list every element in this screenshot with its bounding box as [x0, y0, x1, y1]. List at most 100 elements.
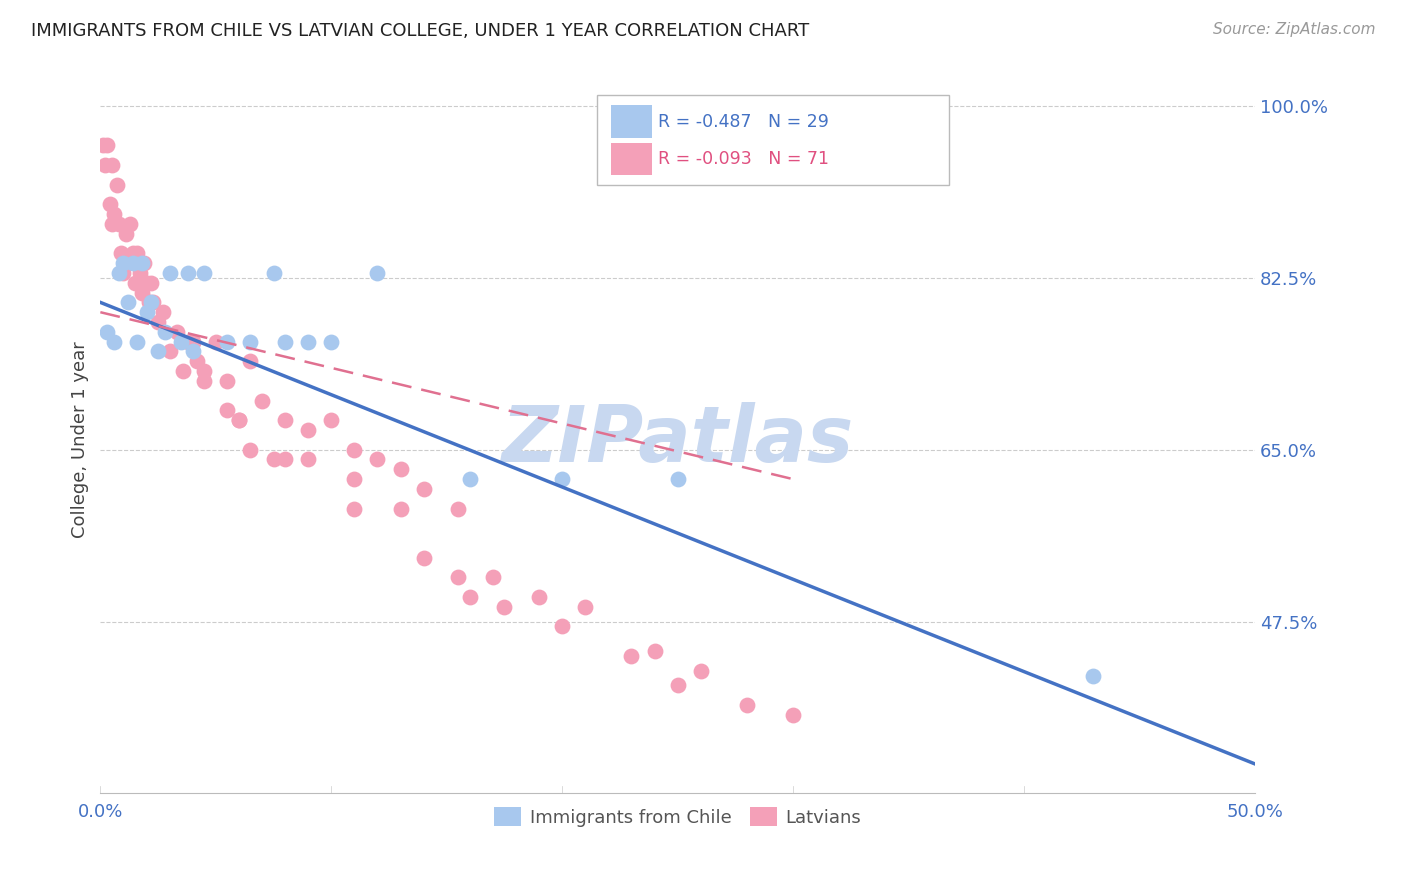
- Point: [274, 413, 297, 427]
- Point: [274, 334, 297, 349]
- Point: [343, 501, 366, 516]
- Point: [186, 354, 208, 368]
- Point: [217, 403, 239, 417]
- Point: [181, 344, 204, 359]
- Point: [263, 452, 285, 467]
- Point: [574, 599, 596, 614]
- Point: [343, 472, 366, 486]
- Point: [91, 138, 114, 153]
- Point: [782, 707, 804, 722]
- Point: [166, 325, 188, 339]
- Point: [735, 698, 758, 712]
- Point: [141, 276, 163, 290]
- Text: R = -0.487   N = 29: R = -0.487 N = 29: [658, 112, 830, 131]
- Point: [412, 550, 434, 565]
- Point: [120, 217, 142, 231]
- Point: [131, 256, 153, 270]
- Point: [482, 570, 505, 584]
- Point: [141, 295, 163, 310]
- Point: [181, 334, 204, 349]
- Point: [135, 305, 157, 319]
- Point: [152, 305, 174, 319]
- Text: R = -0.093   N = 71: R = -0.093 N = 71: [658, 150, 830, 169]
- Point: [153, 325, 176, 339]
- Point: [108, 266, 131, 280]
- Point: [321, 413, 343, 427]
- Point: [447, 501, 470, 516]
- Point: [159, 266, 181, 280]
- Point: [172, 364, 194, 378]
- Point: [389, 501, 412, 516]
- Point: [121, 256, 143, 270]
- Point: [131, 285, 153, 300]
- Point: [193, 374, 215, 388]
- Point: [239, 354, 262, 368]
- Point: [121, 246, 143, 260]
- Point: [297, 452, 319, 467]
- Point: [112, 256, 135, 270]
- Point: [217, 334, 239, 349]
- FancyBboxPatch shape: [610, 105, 652, 138]
- Point: [101, 217, 124, 231]
- Point: [644, 644, 666, 658]
- Point: [134, 256, 156, 270]
- Point: [458, 590, 481, 604]
- Point: [366, 452, 388, 467]
- Text: ZIPatlas: ZIPatlas: [502, 402, 853, 478]
- Point: [297, 423, 319, 437]
- Point: [689, 664, 711, 678]
- Point: [204, 334, 226, 349]
- Point: [177, 334, 200, 349]
- Point: [250, 393, 273, 408]
- Y-axis label: College, Under 1 year: College, Under 1 year: [72, 342, 89, 538]
- Point: [551, 619, 574, 633]
- Point: [103, 334, 125, 349]
- Point: [366, 266, 388, 280]
- Point: [620, 648, 643, 663]
- Point: [297, 334, 319, 349]
- Point: [527, 590, 550, 604]
- Point: [146, 315, 169, 329]
- Point: [94, 158, 117, 172]
- Point: [551, 472, 574, 486]
- Text: IMMIGRANTS FROM CHILE VS LATVIAN COLLEGE, UNDER 1 YEAR CORRELATION CHART: IMMIGRANTS FROM CHILE VS LATVIAN COLLEGE…: [31, 22, 810, 40]
- Point: [239, 334, 262, 349]
- Point: [177, 266, 200, 280]
- Point: [108, 217, 131, 231]
- Text: Source: ZipAtlas.com: Source: ZipAtlas.com: [1212, 22, 1375, 37]
- Point: [228, 413, 250, 427]
- Point: [96, 325, 118, 339]
- Point: [124, 276, 146, 290]
- Point: [96, 138, 118, 153]
- Point: [274, 452, 297, 467]
- Point: [389, 462, 412, 476]
- Point: [494, 599, 516, 614]
- Point: [217, 374, 239, 388]
- Point: [127, 246, 149, 260]
- Point: [193, 266, 215, 280]
- Point: [412, 482, 434, 496]
- Point: [110, 246, 132, 260]
- Point: [1083, 668, 1105, 682]
- Point: [228, 413, 250, 427]
- Point: [114, 227, 136, 241]
- Point: [103, 207, 125, 221]
- FancyBboxPatch shape: [596, 95, 949, 186]
- Point: [263, 266, 285, 280]
- FancyBboxPatch shape: [610, 143, 652, 176]
- Point: [142, 295, 165, 310]
- Point: [193, 364, 215, 378]
- Point: [138, 295, 160, 310]
- Point: [321, 334, 343, 349]
- Point: [666, 678, 689, 692]
- Point: [170, 334, 193, 349]
- Point: [159, 344, 181, 359]
- Point: [135, 276, 157, 290]
- Point: [447, 570, 470, 584]
- Point: [146, 344, 169, 359]
- Legend: Immigrants from Chile, Latvians: Immigrants from Chile, Latvians: [486, 800, 869, 834]
- Point: [105, 178, 128, 192]
- Point: [239, 442, 262, 457]
- Point: [343, 442, 366, 457]
- Point: [117, 256, 139, 270]
